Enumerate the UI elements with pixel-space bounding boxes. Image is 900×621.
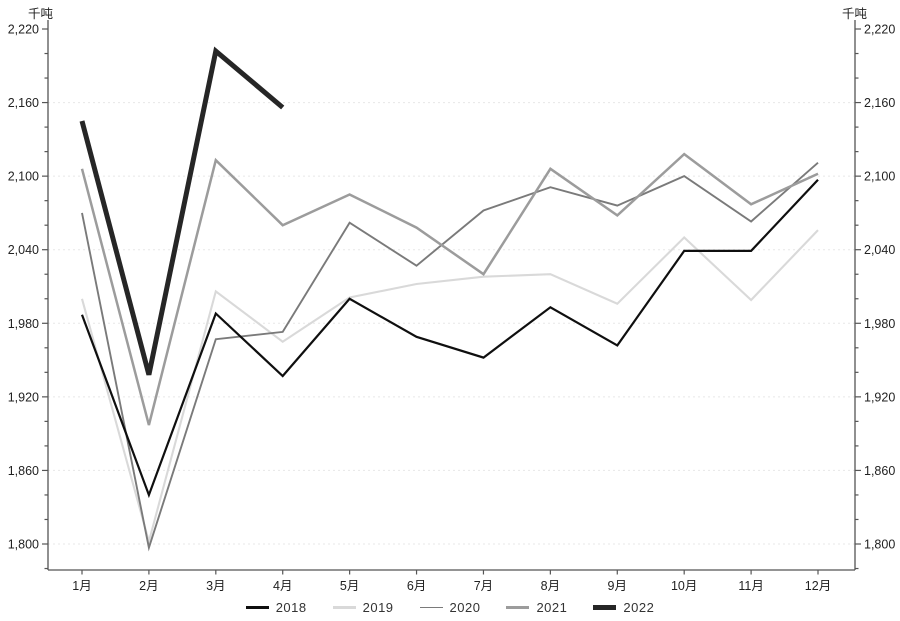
legend-label: 2020 [449,600,481,615]
x-tick-label: 2月 [139,579,158,593]
legend-label: 2021 [536,600,568,615]
y-tick-label-right: 1,920 [864,390,895,404]
x-tick-label: 9月 [608,579,627,593]
x-tick-label: 3月 [206,579,225,593]
y-axis-unit-left: 千吨 [28,7,54,21]
legend-swatch-2019 [332,606,356,609]
x-tick-label: 7月 [474,579,493,593]
x-tick-label: 12月 [805,579,831,593]
y-tick-label-right: 2,160 [864,96,895,110]
series-line-2018 [80,179,819,499]
legend-swatch-2018 [245,606,269,609]
legend-swatch-2021 [506,606,530,609]
legend-label: 2022 [623,600,655,615]
series-line-2021 [80,152,819,426]
x-tick-label: 6月 [407,579,426,593]
legend-swatch-2022 [593,605,617,610]
legend-label: 2019 [362,600,394,615]
y-axis-unit-right: 千吨 [842,7,868,21]
chart-legend: 2018 2019 2020 2021 2022 [0,600,900,615]
y-tick-label-left: 2,220 [8,23,39,37]
y-tick-label-right: 1,860 [864,464,895,478]
y-tick-label-left: 1,980 [8,317,39,331]
legend-item-2019: 2019 [332,600,394,615]
x-tick-label: 4月 [273,579,292,593]
series-line-2019 [80,229,819,546]
y-tick-label-right: 1,980 [864,317,895,331]
legend-item-2021: 2021 [506,600,567,615]
y-tick-label-right: 2,100 [864,170,895,184]
y-tick-label-right: 2,220 [864,23,895,37]
x-tick-label: 11月 [738,579,763,593]
x-tick-label: 8月 [541,579,560,593]
legend-item-2018: 2018 [245,600,307,615]
y-tick-label-right: 1,800 [864,538,895,552]
legend-swatch-2020 [419,606,443,609]
x-tick-label: 1月 [72,579,91,593]
y-tick-label-left: 1,800 [8,538,39,552]
legend-item-2020: 2020 [419,600,481,615]
series-line-2020 [81,161,819,552]
series-line-2022 [79,46,285,376]
x-tick-label: 10月 [671,579,697,593]
y-tick-label-right: 2,040 [864,243,895,257]
legend-label: 2018 [275,600,307,615]
legend-item-2022: 2022 [593,600,654,615]
y-tick-label-left: 2,160 [8,96,39,110]
y-tick-label-left: 1,920 [8,390,39,404]
x-tick-label: 5月 [340,579,359,593]
y-tick-label-left: 1,860 [8,464,39,478]
y-tick-label-left: 2,100 [8,170,39,184]
y-tick-label-left: 2,040 [8,243,39,257]
